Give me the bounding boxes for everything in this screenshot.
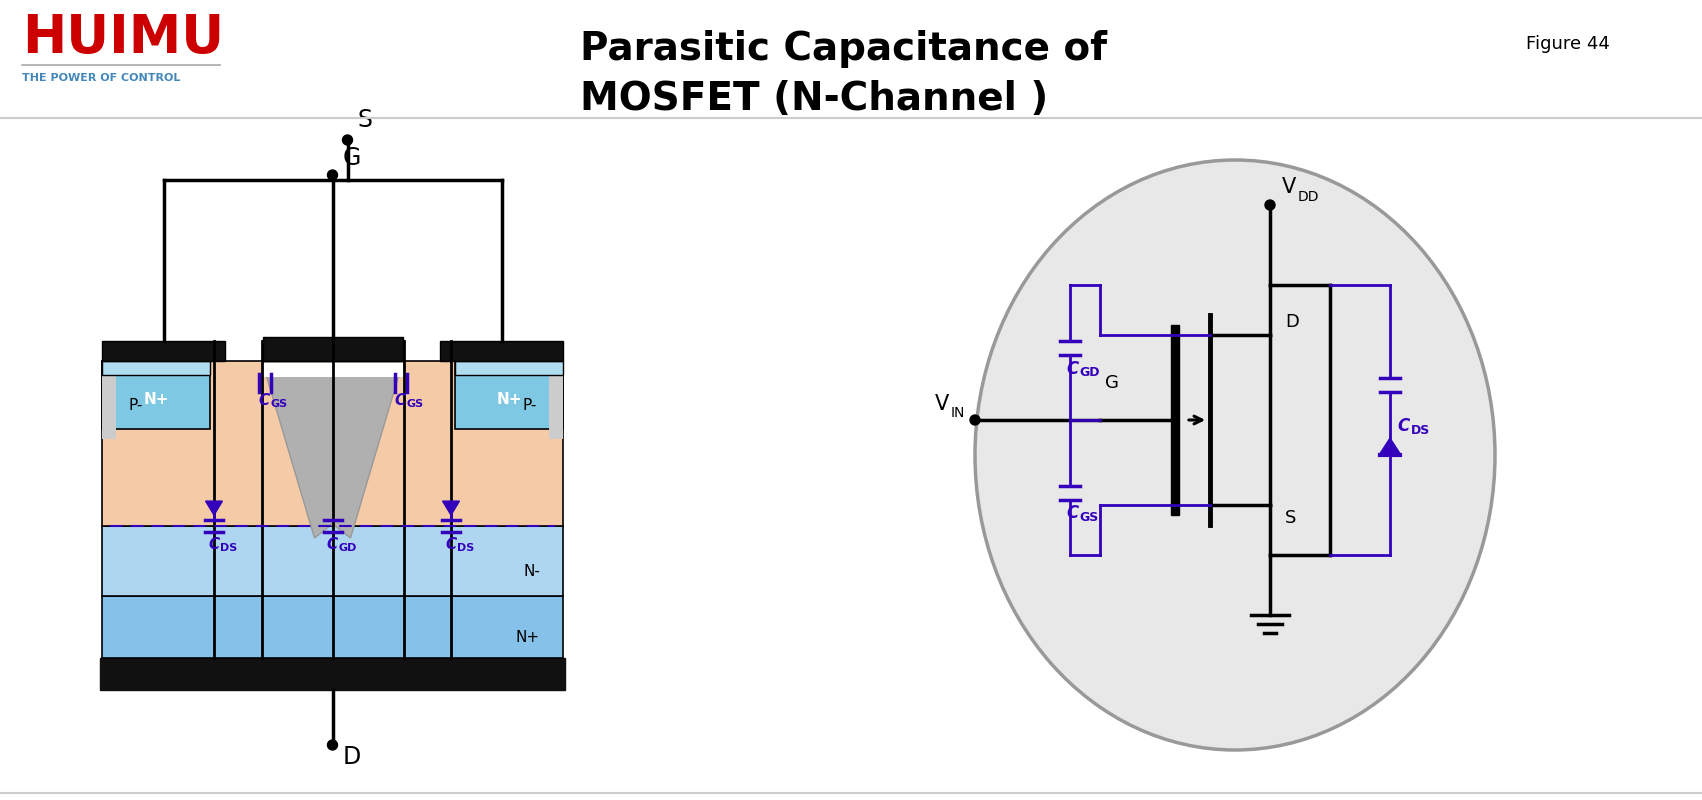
Text: D: D	[342, 745, 361, 769]
Text: GD: GD	[339, 543, 357, 553]
Polygon shape	[1380, 438, 1401, 454]
Text: C: C	[327, 537, 339, 552]
Circle shape	[327, 740, 337, 750]
Text: G: G	[1105, 374, 1118, 392]
Text: D: D	[1285, 313, 1299, 331]
Text: GD: GD	[1079, 366, 1099, 379]
Polygon shape	[443, 501, 460, 515]
Polygon shape	[206, 501, 223, 515]
Bar	[262, 337, 402, 361]
Text: G: G	[342, 146, 361, 170]
Text: THE POWER OF CONTROL: THE POWER OF CONTROL	[22, 73, 180, 83]
Text: V: V	[934, 394, 950, 414]
Circle shape	[327, 170, 337, 180]
Bar	[550, 341, 563, 439]
Bar	[102, 341, 225, 361]
Ellipse shape	[975, 160, 1494, 750]
Bar	[454, 361, 563, 429]
Text: C: C	[1067, 359, 1079, 378]
Text: P-: P-	[128, 398, 143, 413]
Bar	[100, 658, 565, 690]
Text: N+: N+	[497, 393, 523, 407]
Bar	[454, 361, 563, 375]
Text: DS: DS	[1411, 424, 1430, 437]
Text: S: S	[1285, 509, 1297, 527]
Bar	[102, 361, 563, 526]
Bar	[102, 361, 209, 375]
Text: IN: IN	[951, 406, 965, 420]
Text: N-: N-	[523, 563, 540, 578]
Text: MOSFET (N-Channel ): MOSFET (N-Channel )	[580, 80, 1048, 118]
Text: C: C	[1397, 417, 1411, 435]
Circle shape	[970, 415, 980, 425]
Text: N+: N+	[143, 393, 168, 407]
Text: P-: P-	[523, 398, 538, 413]
Bar	[102, 341, 116, 439]
Bar	[1171, 325, 1179, 515]
Text: S: S	[357, 108, 373, 132]
Text: GS: GS	[407, 399, 424, 409]
Text: C: C	[259, 393, 271, 408]
Text: HUIMU: HUIMU	[22, 12, 225, 64]
Bar	[102, 596, 563, 658]
Text: Parasitic Capacitance of: Parasitic Capacitance of	[580, 30, 1106, 68]
Text: C: C	[446, 537, 456, 552]
Text: C: C	[208, 537, 220, 552]
Bar	[441, 341, 563, 361]
Text: C: C	[395, 393, 407, 408]
Bar	[262, 363, 402, 377]
Text: DD: DD	[1299, 190, 1319, 204]
Polygon shape	[262, 363, 402, 538]
Circle shape	[1265, 200, 1275, 210]
Text: N+: N+	[516, 630, 540, 645]
Circle shape	[342, 135, 352, 145]
Bar	[102, 526, 563, 596]
Text: GS: GS	[1079, 511, 1099, 524]
Text: DS: DS	[220, 543, 237, 553]
Text: C: C	[1067, 505, 1079, 522]
Text: V: V	[1282, 177, 1297, 197]
Text: DS: DS	[458, 543, 475, 553]
Text: GS: GS	[271, 399, 288, 409]
Text: Figure 44: Figure 44	[1527, 35, 1610, 53]
Bar	[102, 361, 209, 429]
